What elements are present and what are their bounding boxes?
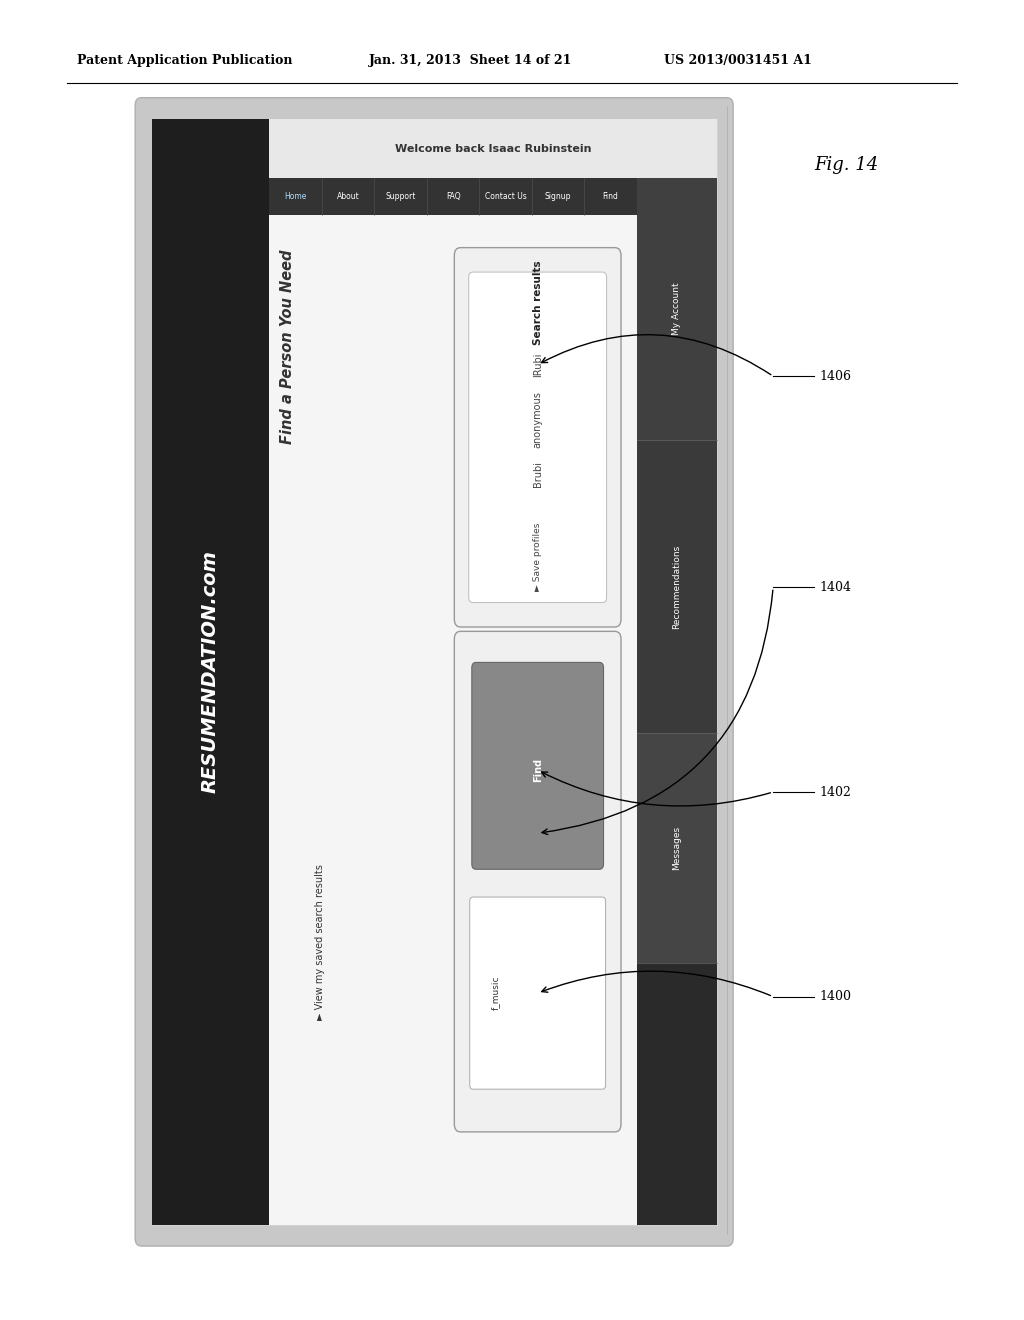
Text: Support: Support [385,193,416,201]
Bar [637,178,717,1225]
FancyBboxPatch shape [455,631,621,1133]
Text: anonymous: anonymous [532,391,543,447]
Bar [269,119,717,178]
Text: Jan. 31, 2013  Sheet 14 of 21: Jan. 31, 2013 Sheet 14 of 21 [369,54,572,67]
Text: Welcome back Isaac Rubinstein: Welcome back Isaac Rubinstein [395,144,591,153]
Text: Search results: Search results [532,260,543,345]
Text: FAQ: FAQ [445,193,461,201]
Text: Find: Find [603,193,618,201]
FancyBboxPatch shape [135,98,733,1246]
Text: ► View my saved search results: ► View my saved search results [315,865,326,1020]
Text: About: About [337,193,359,201]
Text: lRubi: lRubi [532,352,543,378]
Bar [637,733,717,964]
Bar [152,119,269,1225]
Bar [269,178,637,215]
FancyBboxPatch shape [470,898,605,1089]
Text: ► Save profiles: ► Save profiles [534,523,542,591]
Text: Messages: Messages [673,826,681,870]
Text: My Account: My Account [673,282,681,335]
Text: RESUMENDATION.com: RESUMENDATION.com [201,550,220,793]
FancyBboxPatch shape [472,663,603,870]
Text: Find a Person You Need: Find a Person You Need [280,249,295,444]
Text: Patent Application Publication: Patent Application Publication [77,54,292,67]
Text: Brubi: Brubi [532,461,543,487]
Text: Recommendations: Recommendations [673,544,681,628]
Bar [637,440,717,733]
Bar [637,178,717,440]
Text: Home: Home [285,193,307,201]
Text: Contact Us: Contact Us [484,193,526,201]
FancyBboxPatch shape [455,248,621,627]
Text: 1404: 1404 [819,581,851,594]
Bar [269,215,637,1225]
Bar [152,119,717,1225]
FancyBboxPatch shape [469,272,606,602]
Text: 1402: 1402 [819,785,851,799]
Text: Signup: Signup [545,193,571,201]
Text: f_music: f_music [492,975,501,1010]
Text: US 2013/0031451 A1: US 2013/0031451 A1 [664,54,811,67]
Text: Fig. 14: Fig. 14 [814,156,879,174]
Text: Find: Find [532,758,543,783]
Text: 1400: 1400 [819,990,851,1003]
Text: 1406: 1406 [819,370,851,383]
